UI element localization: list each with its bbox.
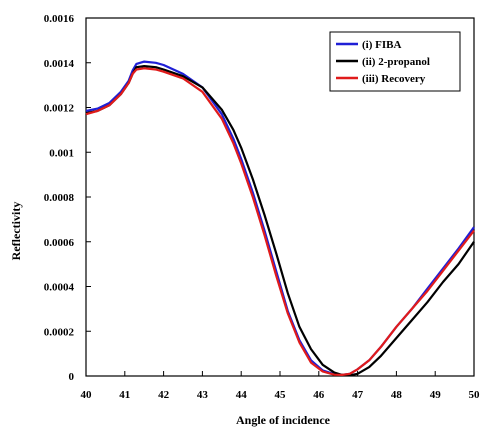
series-line-2 [85, 65, 475, 377]
axes: 40 41 42 43 44 45 46 47 48 49 50 0 0.0002 0.0004 0.000… [44, 13, 480, 401]
x-tick-label: 49 [430, 389, 442, 401]
x-tick-label: 43 [197, 389, 209, 401]
series-line-1 [85, 60, 475, 376]
x-tick-label: 47 [352, 389, 364, 401]
x-tick-label: 40 [81, 389, 93, 401]
x-tick-label: 41 [119, 389, 130, 401]
x-tick-label: 50 [469, 389, 481, 401]
x-tick-label: 45 [275, 389, 287, 401]
y-tick-label: 0.001 [49, 147, 74, 159]
y-tick-label: 0.0004 [44, 282, 75, 294]
x-tick-label: 46 [313, 389, 325, 401]
x-tick-label: 48 [391, 389, 403, 401]
y-tick-label: 0.0014 [44, 58, 75, 70]
x-tick-label: 42 [158, 389, 170, 401]
y-tick-label: 0 [69, 371, 75, 383]
legend-label-2: (ii) 2-propanol [362, 56, 430, 68]
legend-label-3: (iii) Recovery [362, 73, 426, 85]
series-layer [85, 60, 475, 377]
x-axis-label: Angle of incidence [236, 413, 331, 427]
series-line-3 [85, 67, 475, 376]
y-tick-label: 0.0002 [44, 326, 75, 338]
y-tick-label: 0.0012 [44, 103, 75, 115]
y-axis-label: Reflectivity [9, 202, 23, 261]
y-tick-label: 0.0016 [44, 13, 75, 25]
legend: (i) FIBA (ii) 2-propanol (iii) Recovery [329, 31, 461, 92]
legend-label-1: (i) FIBA [362, 39, 401, 51]
x-tick-label: 44 [236, 389, 248, 401]
y-tick-label: 0.0008 [44, 192, 75, 204]
y-tick-label: 0.0006 [44, 237, 75, 249]
